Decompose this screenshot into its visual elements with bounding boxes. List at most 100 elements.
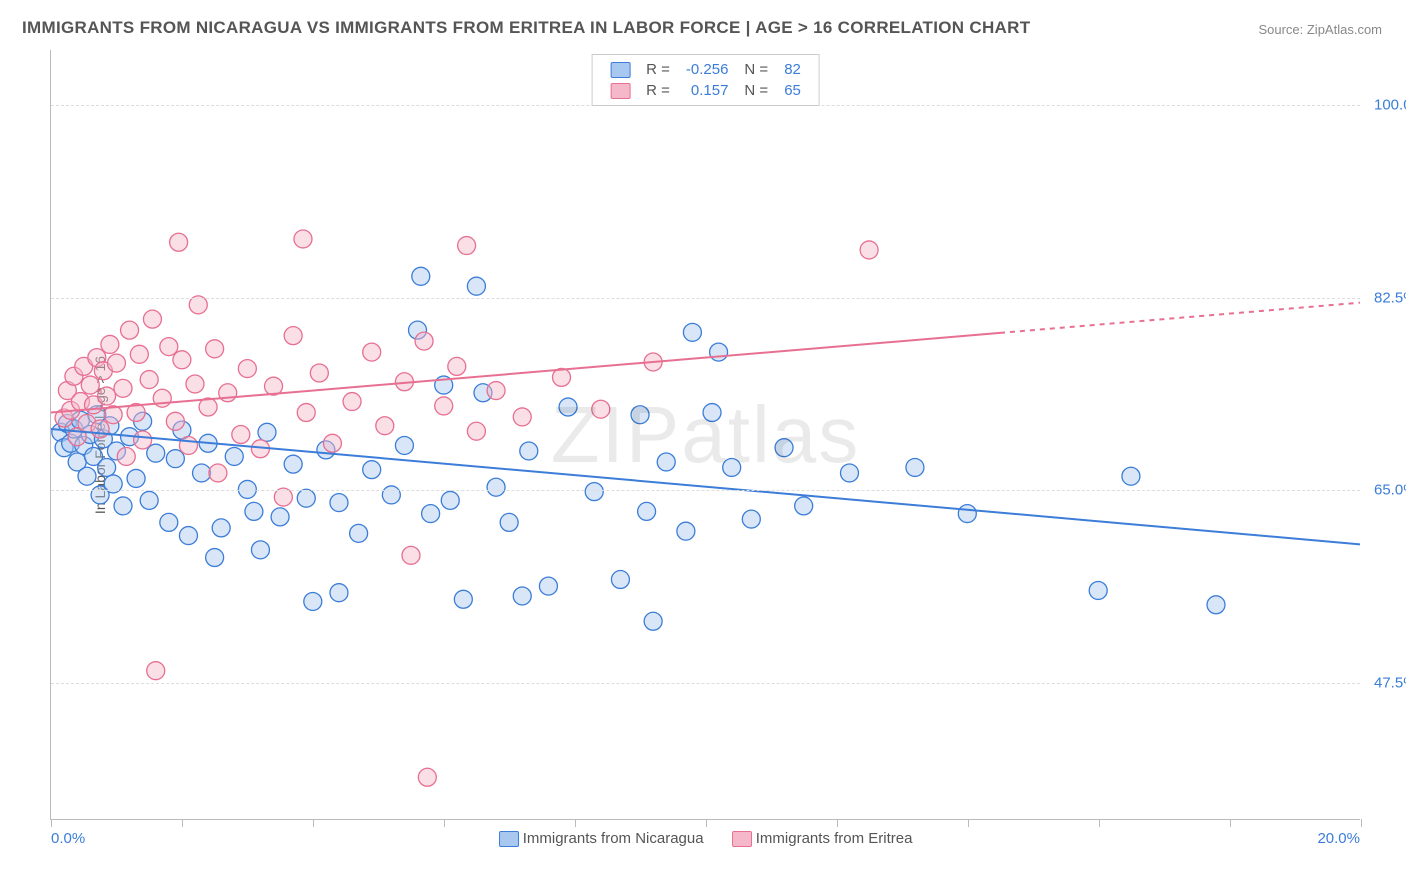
data-point [121,321,139,339]
data-point [130,345,148,363]
data-point [101,335,119,353]
data-point [297,404,315,422]
data-point [140,371,158,389]
data-point [376,417,394,435]
data-point [958,505,976,523]
data-point [415,332,433,350]
data-point [330,584,348,602]
data-point [539,577,557,595]
legend-item: Immigrants from Eritrea [732,830,913,847]
data-point [147,444,165,462]
data-point [179,527,197,545]
data-point [245,502,263,520]
data-point [78,467,96,485]
data-point [297,489,315,507]
data-point [840,464,858,482]
legend-series: Immigrants from Nicaragua Immigrants fro… [485,830,927,847]
x-axis-max-label: 20.0% [1317,830,1360,847]
data-point [173,351,191,369]
data-point [448,357,466,375]
data-point [1122,467,1140,485]
data-point [147,662,165,680]
x-tick [837,819,838,827]
data-point [395,436,413,454]
data-point [363,461,381,479]
data-point [644,612,662,630]
data-point [212,519,230,537]
data-point [81,376,99,394]
source-attribution: Source: ZipAtlas.com [1258,22,1382,37]
legend-stats: R =-0.256N =82R =0.157N =65 [591,54,820,106]
data-point [467,277,485,295]
x-tick [968,819,969,827]
trend-line-dashed [1000,303,1360,333]
data-point [160,338,178,356]
data-point [775,439,793,457]
data-point [559,398,577,416]
data-point [441,491,459,509]
data-point [382,486,400,504]
data-point [631,406,649,424]
data-point [723,458,741,476]
data-point [412,267,430,285]
x-tick [1230,819,1231,827]
data-point [91,420,109,438]
data-point [143,310,161,328]
data-point [1207,596,1225,614]
data-point [703,404,721,422]
chart-svg [51,50,1360,819]
data-point [186,375,204,393]
data-point [117,447,135,465]
data-point [170,233,188,251]
data-point [1089,582,1107,600]
x-axis-min-label: 0.0% [51,830,85,847]
y-tick-label: 47.5% [1362,674,1406,691]
data-point [520,442,538,460]
data-point [127,469,145,487]
plot-area: ZIPatlas 47.5%65.0%82.5%100.0% [51,50,1360,819]
data-point [363,343,381,361]
data-point [657,453,675,471]
data-point [251,541,269,559]
data-point [232,426,250,444]
gridline [51,490,1360,491]
data-point [422,505,440,523]
data-point [435,397,453,415]
y-tick-label: 82.5% [1362,289,1406,306]
x-tick [1361,819,1362,827]
data-point [323,434,341,452]
data-point [906,458,924,476]
trend-line [51,333,1000,413]
data-point [418,768,436,786]
data-point [860,241,878,259]
x-tick [1099,819,1100,827]
data-point [585,483,603,501]
data-point [513,587,531,605]
gridline [51,298,1360,299]
x-tick [444,819,445,827]
legend-item: Immigrants from Nicaragua [499,830,704,847]
data-point [166,450,184,468]
data-point [710,343,728,361]
data-point [114,497,132,515]
data-point [193,464,211,482]
data-point [206,549,224,567]
data-point [225,447,243,465]
data-point [238,360,256,378]
data-point [611,571,629,589]
data-point [513,408,531,426]
data-point [189,296,207,314]
x-tick [575,819,576,827]
data-point [209,464,227,482]
data-point [166,412,184,430]
data-point [134,431,152,449]
data-point [677,522,695,540]
data-point [98,458,116,476]
data-point [487,478,505,496]
data-point [467,422,485,440]
data-point [402,546,420,564]
data-point [271,508,289,526]
y-tick-label: 100.0% [1362,97,1406,114]
data-point [284,327,302,345]
data-point [638,502,656,520]
